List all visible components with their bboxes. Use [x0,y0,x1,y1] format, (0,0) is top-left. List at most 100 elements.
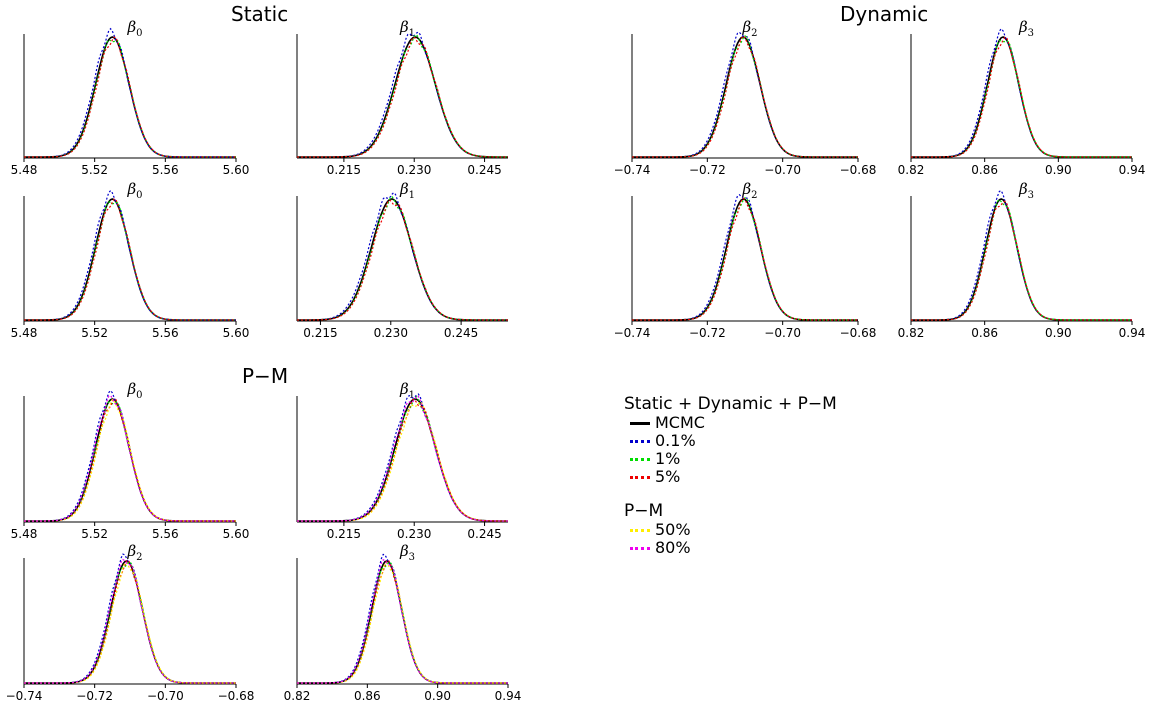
density-curve-1-percent [632,35,858,158]
density-curve-mcmc [632,36,858,158]
density-curve-1-percent [297,561,508,684]
panel-title-subscript: 1 [409,28,415,39]
x-tick-label: 0.94 [1119,163,1146,177]
density-panel: 5.48 5.52 5.56 5.60 β0 [11,18,250,177]
x-tick-label: 0.90 [1045,163,1072,177]
legend-title-combined: Static + Dynamic + P−M [624,394,837,414]
density-curve-1-percent [24,561,236,684]
density-curve-1-percent [632,196,858,321]
density-curve-50-percent [297,562,508,684]
density-panel: 0.82 0.86 0.90 0.94 β3 [284,542,522,702]
density-curve-1-percent [297,34,508,158]
panel-title-symbol: β [399,380,409,398]
x-tick-label: −0.70 [764,326,801,340]
panel-title-symbol: β [399,542,409,560]
panel-title-symbol: β [741,180,751,198]
density-curve-0-1-percent [632,194,858,321]
density-curve-0-1-percent [297,393,508,522]
legend-label-mcmc: MCMC [655,413,705,432]
density-curve-80-percent [297,395,508,522]
density-curve-5-percent [297,36,508,158]
panel-title-subscript: 0 [136,390,142,401]
density-curve-mcmc [911,198,1132,321]
panel-title: β2 [126,542,142,563]
density-panel: 0.215 0.230 0.245 β1 [296,18,508,177]
panel-title: β3 [1018,180,1034,201]
density-curve-80-percent [24,394,236,522]
legend-item-0-1-percent: 0.1% [624,432,837,450]
density-curve-1-percent [24,39,236,158]
density-curve-5-percent [24,198,236,321]
x-tick-label: −0.70 [147,689,184,702]
legend-label-0-1-percent: 0.1% [655,431,696,450]
x-tick-label: 5.52 [81,527,108,541]
density-curve-0-1-percent [632,31,858,158]
panel-title: β0 [126,180,142,201]
density-curve-0-1-percent [24,189,236,321]
density-curve-mcmc [297,36,508,158]
legend-swatch-80-percent [630,546,650,550]
density-panel: −0.74 −0.72 −0.70 −0.68 β2 [614,180,877,340]
x-tick-label: 0.82 [284,689,311,702]
panel-title-subscript: 0 [136,190,142,201]
density-panel: 0.82 0.86 0.90 0.94 β3 [898,18,1146,177]
density-curve-1-percent [24,201,236,321]
legend-swatch-50-percent [630,528,650,532]
density-curve-mcmc [24,560,236,684]
x-tick-label: −0.68 [218,689,255,702]
x-tick-label: 0.90 [424,689,451,702]
panel-title: β1 [399,18,415,39]
density-curve-50-percent [24,562,236,684]
density-panel: 0.215 0.230 0.245 β1 [296,380,508,541]
x-tick-label: −0.74 [6,689,43,702]
x-tick-label: 0.86 [971,326,998,340]
x-tick-label: 5.52 [81,326,108,340]
x-tick-label: −0.68 [840,326,877,340]
x-tick-label: 0.230 [374,326,408,340]
panel-title: β3 [399,542,415,563]
density-curve-mcmc [24,36,236,158]
x-tick-label: 5.60 [223,326,250,340]
legend-item-50-percent: 50% [624,521,837,539]
x-tick-label: −0.74 [614,163,651,177]
x-tick-label: 5.60 [223,163,250,177]
x-tick-label: −0.72 [689,326,726,340]
panel-title-symbol: β [399,18,409,36]
density-panel: 5.48 5.52 5.56 5.60 β0 [11,180,250,340]
density-curve-5-percent [297,398,508,522]
panel-title: β1 [399,380,415,401]
legend-label-80-percent: 80% [655,538,691,557]
density-curve-1-percent [911,199,1132,321]
density-curve-5-percent [297,199,508,321]
density-curve-mcmc [297,398,508,522]
panel-title-symbol: β [126,18,136,36]
legend-item-mcmc: MCMC [624,414,837,432]
panel-title-symbol: β [741,18,751,36]
x-tick-label: 0.94 [1119,326,1146,340]
density-curve-mcmc [632,198,858,321]
x-tick-label: −0.74 [614,326,651,340]
panel-title: β2 [741,18,757,39]
x-tick-label: 0.230 [397,527,431,541]
panel-title-subscript: 1 [409,390,415,401]
legend-swatch-0-1-percent [630,439,650,443]
legend-swatch-1-percent [630,457,650,461]
panel-title-symbol: β [1018,180,1028,198]
panel-title-subscript: 2 [136,552,142,563]
density-panel: 0.82 0.86 0.90 0.94 β3 [898,180,1146,340]
panel-title-subscript: 1 [409,190,415,201]
x-tick-label: 0.82 [898,326,925,340]
density-curve-5-percent [24,398,236,522]
panel-title-symbol: β [126,542,136,560]
x-tick-label: 5.48 [11,527,38,541]
density-curve-5-percent [632,35,858,158]
x-tick-label: 5.48 [11,326,38,340]
panel-title: β1 [399,180,415,201]
density-curve-0-1-percent [24,389,236,522]
panel-title-symbol: β [399,180,409,198]
legend: Static + Dynamic + P−M MCMC 0.1% 1% 5% P… [624,395,837,557]
panel-title-symbol: β [126,180,136,198]
x-tick-label: 5.60 [223,527,250,541]
x-tick-label: 0.86 [354,689,381,702]
